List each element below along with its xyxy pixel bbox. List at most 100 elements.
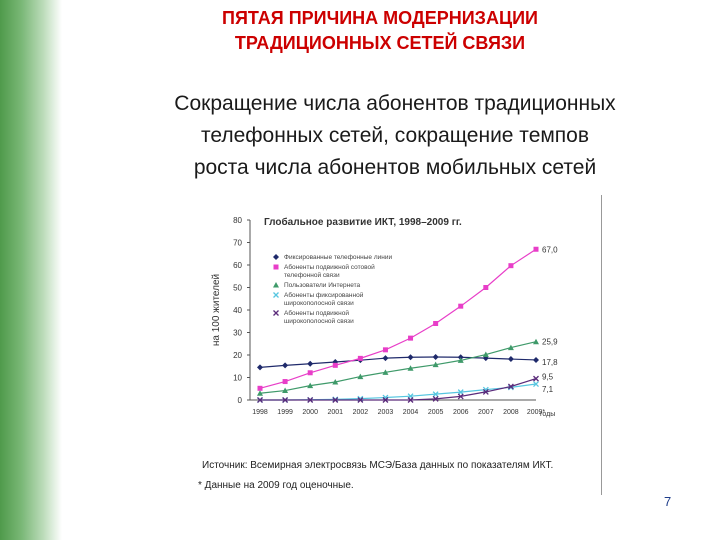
legend-marker [273, 310, 279, 316]
end-value-label: 7,1 [542, 385, 554, 394]
data-point [533, 356, 539, 363]
data-point [307, 382, 314, 389]
data-point [457, 354, 464, 361]
data-point [257, 364, 263, 371]
data-point [432, 395, 439, 402]
data-point [457, 389, 464, 396]
data-point [407, 354, 414, 361]
y-tick-label: 0 [238, 396, 243, 405]
x-tick-label: 2000 [302, 409, 318, 416]
data-point [483, 285, 489, 290]
series-line [260, 383, 537, 401]
data-point [257, 385, 263, 391]
slide-title-line-2: ТРАДИЦИОННЫХ СЕТЕЙ СВЯЗИ [234, 33, 526, 53]
end-value-label: 17,8 [542, 358, 558, 367]
data-point [533, 246, 539, 252]
series-line [259, 356, 537, 368]
end-value-label: 25,9 [542, 338, 558, 347]
data-point [257, 397, 263, 403]
data-point [508, 263, 514, 269]
data-point [282, 362, 289, 369]
y-tick-label: 20 [233, 351, 242, 360]
x-tick-label: 2004 [403, 409, 419, 416]
data-point [382, 347, 388, 353]
subtitle-line-3: роста числа абонентов мобильных сетей [193, 156, 597, 179]
x-tick-label: 2009* [527, 409, 546, 416]
y-tick-label: 80 [233, 216, 242, 225]
data-point [307, 397, 314, 403]
chart-title: Глобальное развитие ИКТ, 1998–2009 гг. [264, 216, 462, 228]
data-point [282, 387, 289, 394]
end-value-label: 9,5 [542, 373, 554, 382]
legend-marker [273, 292, 279, 298]
x-tick-label: 2007 [478, 409, 494, 416]
data-point [408, 335, 414, 341]
x-axis-unit-label: годы [540, 411, 555, 418]
chart-figure: Глобальное развитие ИКТ, 1998–2009 гг. н… [196, 195, 602, 495]
x-tick-label: 2008 [503, 409, 519, 416]
data-point [382, 355, 389, 362]
data-point [533, 381, 539, 387]
data-point [307, 360, 314, 367]
data-point [332, 379, 339, 385]
figure-border [601, 195, 602, 495]
data-point [382, 369, 389, 375]
data-point [357, 355, 363, 361]
series-line [259, 248, 537, 389]
data-point [357, 373, 364, 380]
subtitle-line-1: Сокращение числа абонентов традиционных [174, 92, 616, 115]
y-tick-label: 30 [233, 329, 242, 338]
slide-subtitle: Сокращение числа абонентов традиционных … [60, 88, 720, 184]
x-tick-label: 2003 [378, 409, 394, 416]
data-point [507, 356, 514, 363]
data-point [482, 388, 489, 395]
y-axis-label: на 100 жителей [211, 274, 222, 346]
y-tick-label: 40 [233, 306, 242, 315]
data-point [533, 375, 539, 382]
decorative-left-stripe [0, 0, 62, 540]
subtitle-line-2: телефонных сетей, сокращение темпов [200, 124, 590, 147]
legend-label: широкополосной связи [284, 299, 354, 307]
page-number: 7 [664, 494, 672, 509]
legend-label: телефонной связи [284, 271, 340, 279]
x-tick-label: 2006 [453, 409, 469, 416]
legend-marker [273, 264, 279, 270]
data-point [407, 365, 414, 371]
x-tick-label: 2005 [428, 409, 444, 416]
data-point [282, 397, 289, 403]
data-point [382, 397, 389, 403]
x-tick-label: 2002 [353, 409, 369, 416]
data-point [407, 397, 414, 403]
legend-label: Абоненты подвижной [284, 309, 349, 317]
data-point [332, 397, 339, 403]
x-tick-label: 1998 [252, 409, 268, 416]
series-line [260, 378, 537, 401]
x-tick-label: 1999 [277, 409, 293, 416]
legend-label: Пользователи Интернета [284, 282, 361, 289]
legend-label: Абоненты подвижной сотовой [284, 263, 375, 271]
data-point [357, 397, 364, 403]
legend-marker [273, 254, 279, 260]
data-point [482, 351, 489, 358]
data-point [458, 303, 464, 309]
legend-label: Абоненты фиксированной [284, 291, 364, 299]
y-tick-label: 70 [233, 239, 242, 248]
source-line-1: Источник: Всемирная электросвязь МСЭ/Баз… [202, 460, 553, 471]
legend-label: широкополосной связи [284, 317, 354, 325]
data-point [432, 354, 439, 361]
data-point [332, 362, 338, 368]
y-tick-label: 10 [233, 374, 242, 383]
data-point [432, 361, 439, 368]
legend-label: Фиксированные телефонные линии [284, 254, 392, 261]
data-point [307, 370, 313, 376]
data-point [507, 344, 514, 351]
data-point [433, 321, 439, 326]
data-point [257, 390, 263, 396]
line-chart: Глобальное развитие ИКТ, 1998–2009 гг. н… [198, 216, 558, 491]
data-point [282, 379, 288, 385]
data-point [457, 393, 464, 400]
legend-marker [273, 282, 279, 288]
y-tick-label: 50 [233, 284, 242, 293]
y-tick-label: 60 [233, 261, 242, 270]
series-line [259, 341, 537, 394]
